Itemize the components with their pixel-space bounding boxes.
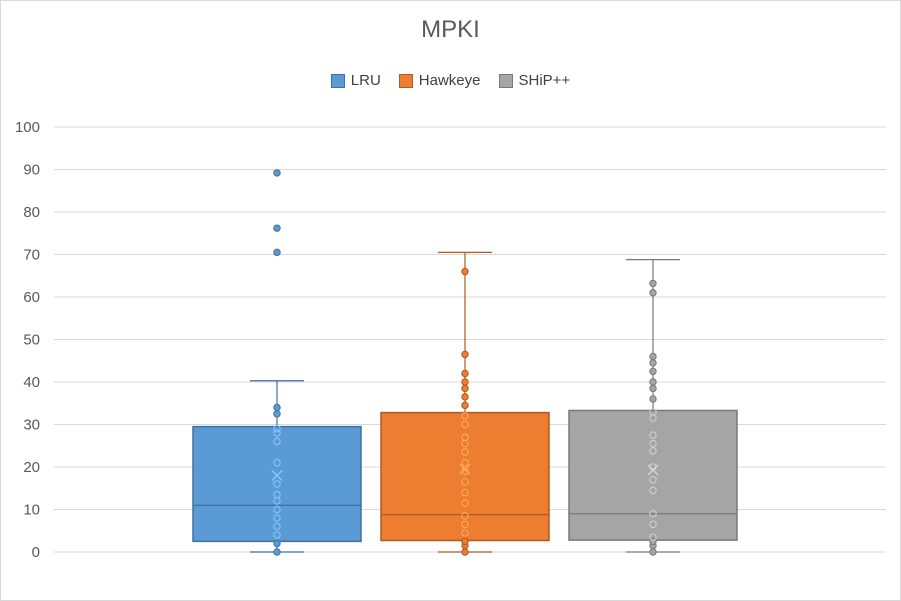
data-point [461,467,469,475]
y-tick-label: 90 [23,162,40,179]
box-lru [192,425,362,543]
data-point [649,476,657,484]
y-tick-label: 20 [23,459,40,476]
data-point [649,352,657,361]
box-ship [568,409,738,541]
y-tick-label: 60 [23,289,40,306]
data-point [461,512,469,520]
legend-swatch [398,73,413,88]
data-point [461,420,469,429]
mean-marker [459,463,471,475]
data-point [461,401,469,410]
data-point [649,408,657,416]
data-point [461,529,469,537]
legend-label: LRU [350,72,381,89]
data-point [461,478,469,486]
data-point [461,499,469,507]
y-tick-label: 80 [23,204,40,221]
data-point [461,378,469,386]
data-point [273,459,281,467]
data-point [461,488,469,497]
data-point [461,459,469,467]
data-point [649,439,657,448]
legend-label: Hawkeye [418,72,481,89]
data-point [273,531,281,539]
data-point [649,520,657,529]
data-point [461,548,469,556]
data-point [649,486,657,495]
data-point [273,480,281,488]
y-tick-label: 70 [23,247,40,264]
data-point [649,533,657,541]
data-point [649,447,657,455]
data-point [461,267,469,276]
data-point [649,431,657,439]
chart-title: MPKI [421,16,480,43]
legend-label: SHiP++ [518,72,571,89]
legend: LRU Hawkeye SHiP++ [0,72,901,89]
data-point [273,522,281,531]
legend-item: Hawkeye [398,72,481,89]
mean-marker [271,469,283,482]
y-tick-label: 0 [32,544,40,561]
data-point [273,437,281,446]
data-point [649,289,657,297]
data-point [273,505,281,514]
data-point [461,448,469,456]
y-tick-label: 50 [23,332,40,349]
data-point [649,395,657,403]
outlier-point [273,248,281,257]
data-point [461,537,469,546]
data-point [273,548,281,556]
y-tick-label: 10 [23,502,40,519]
data-point [273,539,281,548]
data-point [461,384,469,393]
data-point [649,384,657,393]
y-tick-label: 30 [23,417,40,434]
data-point [461,412,469,420]
data-point [273,514,281,522]
mean-marker [647,464,659,476]
y-tick-label: 40 [23,374,40,391]
data-point [461,520,469,529]
data-point [649,378,657,386]
data-point [461,393,469,401]
y-tick-label: 100 [15,119,40,136]
outlier-point [273,169,281,177]
data-point [273,410,281,418]
data-point [461,433,469,441]
data-point [461,350,469,359]
data-point [273,403,281,412]
data-point [649,510,657,518]
outlier-point [273,224,281,232]
data-point [649,367,657,376]
legend-item: LRU [330,72,381,89]
data-point [649,359,657,367]
data-point [649,279,657,288]
legend-swatch [498,73,513,88]
data-point [649,548,657,556]
data-point [273,429,281,437]
legend-swatch [330,73,345,88]
data-point [273,490,281,499]
data-point [461,369,469,378]
data-point [273,425,281,433]
legend-item: SHiP++ [498,72,571,89]
